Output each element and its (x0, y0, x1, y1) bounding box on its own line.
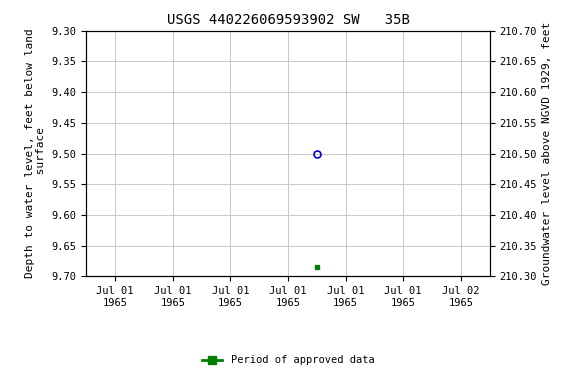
Y-axis label: Depth to water level, feet below land
 surface: Depth to water level, feet below land su… (25, 29, 46, 278)
Legend: Period of approved data: Period of approved data (198, 351, 378, 369)
Title: USGS 440226069593902 SW   35B: USGS 440226069593902 SW 35B (166, 13, 410, 27)
Y-axis label: Groundwater level above NGVD 1929, feet: Groundwater level above NGVD 1929, feet (543, 22, 552, 285)
